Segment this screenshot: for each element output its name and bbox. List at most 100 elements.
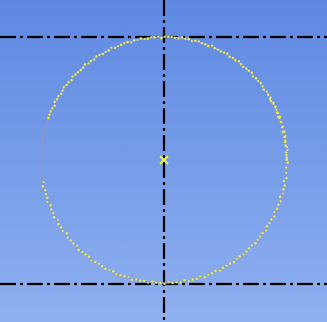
highlight-dot <box>46 196 49 200</box>
highlight-dot <box>235 257 238 260</box>
highlight-dot <box>187 280 190 283</box>
circle-center-point[interactable] <box>159 155 169 165</box>
highlight-dot <box>282 188 285 191</box>
highlight-dot <box>67 81 70 84</box>
highlight-dot <box>285 171 288 174</box>
highlight-dot <box>167 280 170 283</box>
highlight-dot <box>123 274 126 278</box>
highlight-dot <box>210 271 214 275</box>
highlight-dot <box>216 48 219 51</box>
highlight-dot <box>245 67 248 70</box>
highlight-dot <box>111 270 115 273</box>
highlight-dot <box>211 44 214 47</box>
highlight-dot <box>81 250 84 253</box>
highlight-dot <box>47 116 50 120</box>
highlight-dot <box>277 115 279 118</box>
highlight-dot <box>77 248 80 252</box>
highlight-dot <box>285 151 288 154</box>
highlight-dot <box>247 69 250 72</box>
highlight-dot <box>268 222 271 225</box>
highlight-dot <box>242 253 245 256</box>
highlight-dot <box>191 278 194 281</box>
highlight-dot <box>136 39 139 41</box>
highlight-dot <box>284 134 287 137</box>
highlight-dot <box>163 35 166 38</box>
highlight-dot <box>264 229 267 232</box>
highlight-dot <box>232 260 236 264</box>
highlight-dot <box>275 207 279 210</box>
highlight-dot <box>197 40 200 43</box>
highlight-dot <box>219 50 222 53</box>
highlight-dot <box>270 218 273 221</box>
highlight-dot <box>52 215 56 219</box>
highlight-dot <box>94 260 97 264</box>
highlight-dot <box>98 53 101 56</box>
highlight-dot <box>130 41 133 44</box>
highlight-dot <box>269 99 273 103</box>
highlight-dot <box>143 38 146 41</box>
highlight-dot <box>280 121 283 124</box>
highlight-dot <box>226 52 229 55</box>
highlight-dot <box>153 35 156 39</box>
highlight-dot <box>228 55 231 58</box>
highlight-dot <box>283 184 286 187</box>
highlight-dot <box>76 71 80 74</box>
highlight-dot <box>200 42 204 45</box>
highlight-dot <box>234 59 237 62</box>
highlight-dot <box>256 238 259 241</box>
highlight-dot <box>257 79 260 82</box>
highlight-dot <box>218 269 221 272</box>
highlight-dot <box>50 208 53 211</box>
highlight-dot <box>175 281 178 284</box>
highlight-dot <box>65 83 68 87</box>
highlight-dot <box>277 203 280 206</box>
highlight-dot <box>195 277 198 281</box>
highlight-dot <box>119 43 123 47</box>
highlight-dot <box>123 42 126 45</box>
highlight-dot <box>55 98 59 101</box>
highlight-dot <box>278 116 281 120</box>
highlight-dot <box>268 97 272 101</box>
highlight-dot <box>274 106 277 109</box>
highlight-dot <box>44 193 47 196</box>
highlight-dot <box>61 230 64 233</box>
highlight-dot <box>48 113 51 116</box>
highlight-dot <box>275 111 278 114</box>
highlight-dot <box>113 46 117 50</box>
highlight-dot <box>104 267 107 271</box>
circle-highlight-dots <box>41 35 290 286</box>
highlight-dot <box>130 278 134 281</box>
highlight-dot <box>82 66 85 69</box>
highlight-dot <box>194 39 197 42</box>
highlight-dot <box>146 37 150 40</box>
highlight-dot <box>273 215 276 218</box>
highlight-dot <box>231 56 234 60</box>
highlight-dot <box>183 278 186 282</box>
highlight-dot <box>97 262 100 265</box>
highlight-dot <box>199 275 202 278</box>
highlight-dot <box>56 218 59 221</box>
highlight-dot <box>239 63 243 66</box>
highlight-dot <box>117 45 119 48</box>
highlight-dot <box>84 253 87 256</box>
highlight-dot <box>258 235 262 238</box>
highlight-dot <box>281 130 284 133</box>
highlight-dot <box>282 192 284 195</box>
highlight-dot <box>66 236 69 239</box>
highlight-dot <box>265 225 269 228</box>
highlight-dot <box>74 73 77 76</box>
highlight-dot <box>51 107 54 110</box>
highlight-dot <box>135 278 138 281</box>
highlight-dot <box>245 250 248 253</box>
highlight-dot <box>272 101 275 104</box>
highlight-dot <box>59 226 63 229</box>
highlight-dot <box>49 110 52 113</box>
highlight-dot <box>107 49 110 52</box>
highlight-dot <box>238 255 242 258</box>
highlight-dot <box>89 59 93 63</box>
highlight-dot <box>204 43 207 46</box>
highlight-dot <box>282 180 286 183</box>
highlight-dot <box>100 265 104 268</box>
